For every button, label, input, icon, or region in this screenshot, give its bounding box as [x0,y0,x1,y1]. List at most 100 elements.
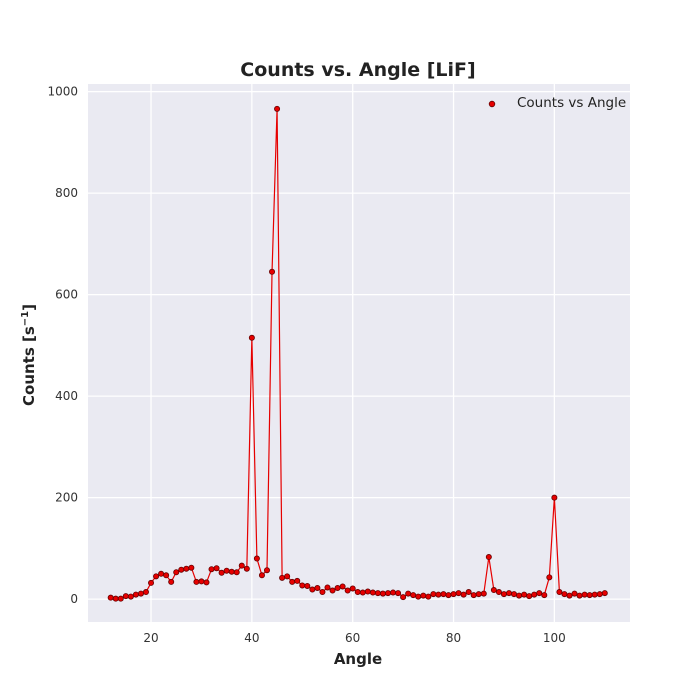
data-point [440,591,447,598]
data-point [289,578,296,585]
data-point [495,589,502,596]
x-axis-title: Angle [334,650,382,668]
data-point [410,592,417,599]
data-point [168,578,175,585]
data-point [500,591,507,598]
data-point [198,578,205,585]
data-point [490,587,497,594]
data-point [233,569,240,576]
y-tick-label: 200 [55,491,78,505]
data-point [551,494,558,501]
data-point [521,591,528,598]
data-point [324,584,331,591]
data-point [571,590,578,597]
data-point [390,589,397,596]
data-point [148,579,155,586]
data-point [354,589,361,596]
data-point [117,595,124,602]
data-point [566,592,573,599]
data-point [359,589,366,596]
data-point [511,591,518,598]
data-point [374,590,381,597]
data-point [344,587,351,594]
data-point [415,593,422,600]
data-point [122,593,129,600]
data-point [314,584,321,591]
data-point [163,572,170,579]
grid-lines [88,84,630,622]
data-point [591,591,598,598]
data-point [556,589,563,596]
data-point [526,593,533,600]
data-point [460,591,467,598]
data-point [379,590,386,597]
data-point [132,591,139,598]
data-point [158,570,165,577]
data-point [369,589,376,596]
x-tick-label: 20 [143,631,158,645]
y-axis-title-exponent: −1 [20,311,31,326]
data-point [208,566,215,573]
data-point [420,592,427,599]
data-point [142,589,149,596]
data-point [470,592,477,599]
data-point [269,268,276,275]
data-point [576,592,583,599]
y-tick-label: 800 [55,186,78,200]
data-point [238,562,245,569]
x-tick-label: 40 [244,631,259,645]
data-point [581,591,588,598]
data-point [274,105,281,112]
data-point [339,583,346,590]
data-point [334,584,341,591]
data-point [596,591,603,598]
data-point [203,579,210,586]
data-point [349,585,356,592]
data-point [601,590,608,597]
data-point [112,595,119,602]
y-tick-label: 600 [55,288,78,302]
data-point [516,592,523,599]
data-point [435,591,442,598]
data-point [258,572,265,579]
data-point [405,590,412,597]
legend-marker [488,100,496,108]
data-point [284,573,291,580]
x-tick-label: 60 [345,631,360,645]
data-point [505,590,512,597]
data-point [586,592,593,599]
chart-title: Counts vs. Angle [LiF] [240,59,475,81]
data-point [137,590,144,597]
legend-label: Counts vs Angle [517,95,626,111]
data-point [178,566,185,573]
data-point [248,334,255,341]
data-point [223,567,230,574]
data-point [279,574,286,581]
data-point [475,591,482,598]
data-point [364,588,371,595]
y-axis-title-main: Counts [s [20,326,38,406]
data-point [400,594,407,601]
y-tick-label: 400 [55,389,78,403]
data-point [153,573,160,580]
data-point [183,565,190,572]
data-point [304,582,311,589]
x-tick-labels: 20 40 60 80 100 [143,631,565,645]
data-point [450,591,457,598]
data-point [329,587,336,594]
data-point [218,569,225,576]
data-point [536,590,543,597]
data-point [395,590,402,597]
series-layer [107,105,608,602]
data-point [445,592,452,599]
data-point [430,591,437,598]
y-axis-title: Counts [s−1] [20,304,38,406]
data-point [546,574,553,581]
data-point [107,594,114,601]
data-point [485,554,492,561]
data-point [531,591,538,598]
data-point [480,590,487,597]
plot-area [88,84,630,622]
data-point [188,564,195,571]
